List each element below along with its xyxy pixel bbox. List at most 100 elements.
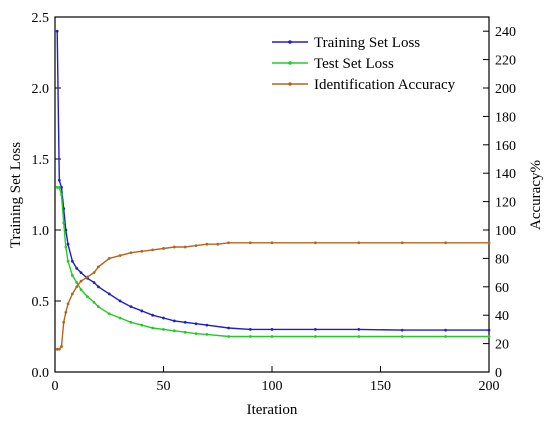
series-line-training-set-loss bbox=[56, 31, 489, 331]
data-point-test-set-loss bbox=[487, 335, 491, 338]
data-point-identification-accuracy bbox=[55, 347, 59, 351]
data-point-test-set-loss bbox=[70, 274, 74, 277]
y-right-tick-label: 0 bbox=[495, 366, 502, 381]
legend: Training Set Loss Test Set Loss Identifica… bbox=[272, 35, 456, 93]
data-point-test-set-loss bbox=[162, 328, 165, 331]
y-left-tick-label: 0.5 bbox=[32, 295, 50, 310]
data-point-training-set-loss bbox=[162, 316, 165, 320]
data-point-training-set-loss bbox=[60, 186, 63, 189]
data-point-test-set-loss bbox=[107, 312, 111, 316]
y-right-tick-label: 240 bbox=[495, 25, 516, 40]
data-point-training-set-loss bbox=[183, 320, 187, 324]
legend-label-identification-accuracy: Identification Accuracy bbox=[314, 77, 456, 93]
data-point-training-set-loss bbox=[314, 328, 317, 331]
data-point-training-set-loss bbox=[66, 242, 70, 246]
data-point-test-set-loss bbox=[86, 295, 89, 299]
data-point-training-set-loss bbox=[97, 285, 100, 289]
data-point-identification-accuracy bbox=[75, 285, 79, 289]
legend-marker-training-set-loss bbox=[288, 40, 292, 44]
data-point-test-set-loss bbox=[57, 186, 61, 189]
y-right-tick-label: 200 bbox=[495, 82, 516, 97]
data-point-training-set-loss bbox=[64, 228, 68, 232]
data-point-training-set-loss bbox=[487, 328, 491, 332]
data-point-test-set-loss bbox=[75, 281, 79, 284]
y-axis-right: 0 20 40 60 80 100 120 140 160 180 200 220 240 bbox=[483, 25, 516, 381]
x-tick-label: 150 bbox=[370, 379, 391, 394]
data-point-training-set-loss bbox=[75, 266, 79, 270]
data-point-identification-accuracy bbox=[129, 251, 133, 255]
data-point-identification-accuracy bbox=[205, 242, 209, 246]
data-point-test-set-loss bbox=[444, 335, 447, 338]
data-point-training-set-loss bbox=[92, 281, 96, 284]
legend-label-test-set-loss: Test Set Loss bbox=[314, 56, 394, 72]
data-point-test-set-loss bbox=[62, 221, 66, 225]
y-right-tick-label: 140 bbox=[495, 167, 516, 182]
data-point-identification-accuracy bbox=[183, 245, 187, 249]
data-point-test-set-loss bbox=[357, 335, 361, 338]
data-point-identification-accuracy bbox=[79, 279, 83, 283]
data-point-identification-accuracy bbox=[270, 241, 274, 245]
data-point-training-set-loss bbox=[129, 305, 133, 309]
data-point-test-set-loss bbox=[248, 335, 252, 338]
data-point-training-set-loss bbox=[79, 271, 83, 274]
y-right-tick-label: 100 bbox=[495, 224, 516, 239]
data-point-test-set-loss bbox=[60, 193, 63, 196]
data-point-test-set-loss bbox=[97, 305, 100, 309]
data-point-test-set-loss bbox=[79, 288, 83, 292]
series-line-identification-accuracy bbox=[57, 242, 489, 350]
data-point-training-set-loss bbox=[194, 322, 198, 326]
data-point-identification-accuracy bbox=[227, 241, 231, 245]
data-point-training-set-loss bbox=[118, 299, 122, 303]
data-point-test-set-loss bbox=[270, 335, 274, 338]
data-point-identification-accuracy bbox=[194, 244, 198, 248]
data-point-identification-accuracy bbox=[172, 245, 176, 249]
x-tick-label: 50 bbox=[157, 379, 171, 394]
data-point-identification-accuracy bbox=[118, 254, 122, 257]
data-point-training-set-loss bbox=[107, 292, 111, 296]
data-point-identification-accuracy bbox=[86, 275, 89, 279]
data-point-test-set-loss bbox=[55, 186, 59, 189]
y-axis-right-title: Accuracy% bbox=[528, 160, 544, 230]
data-point-training-set-loss bbox=[205, 323, 209, 327]
series-layer bbox=[55, 29, 491, 351]
data-point-identification-accuracy bbox=[57, 347, 61, 351]
data-point-identification-accuracy bbox=[97, 265, 100, 269]
series-line-test-set-loss bbox=[57, 186, 489, 338]
y-left-tick-label: 2.5 bbox=[32, 11, 50, 26]
y-right-tick-label: 160 bbox=[495, 139, 516, 154]
data-point-identification-accuracy bbox=[162, 247, 165, 250]
data-point-test-set-loss bbox=[129, 320, 133, 324]
data-point-test-set-loss bbox=[183, 330, 187, 334]
data-point-identification-accuracy bbox=[60, 345, 63, 348]
data-point-test-set-loss bbox=[194, 332, 198, 336]
data-point-training-set-loss bbox=[55, 29, 59, 33]
data-point-test-set-loss bbox=[64, 245, 68, 249]
legend-marker-test-set-loss bbox=[288, 61, 292, 65]
data-point-test-set-loss bbox=[151, 326, 155, 330]
data-point-identification-accuracy bbox=[400, 241, 404, 245]
data-point-training-set-loss bbox=[227, 326, 231, 330]
data-point-training-set-loss bbox=[248, 328, 252, 331]
y-right-tick-label: 80 bbox=[495, 252, 509, 267]
data-point-identification-accuracy bbox=[140, 249, 144, 253]
data-point-test-set-loss bbox=[205, 332, 209, 336]
data-point-identification-accuracy bbox=[151, 248, 155, 252]
data-point-identification-accuracy bbox=[64, 310, 68, 314]
data-point-test-set-loss bbox=[92, 301, 96, 304]
data-point-identification-accuracy bbox=[357, 241, 361, 245]
data-point-identification-accuracy bbox=[444, 241, 447, 245]
y-left-tick-label: 1.0 bbox=[32, 224, 50, 239]
y-left-tick-label: 1.5 bbox=[32, 153, 50, 168]
x-axis: 0 50 100 150 200 bbox=[52, 366, 500, 394]
y-right-tick-label: 60 bbox=[495, 281, 509, 296]
data-point-training-set-loss bbox=[444, 328, 447, 332]
data-point-test-set-loss bbox=[314, 335, 317, 338]
data-point-training-set-loss bbox=[140, 309, 144, 313]
data-point-test-set-loss bbox=[140, 323, 144, 327]
data-point-test-set-loss bbox=[400, 335, 404, 338]
data-point-identification-accuracy bbox=[70, 292, 74, 296]
y-right-tick-label: 180 bbox=[495, 110, 516, 125]
data-point-training-set-loss bbox=[172, 319, 176, 323]
data-point-test-set-loss bbox=[172, 329, 176, 333]
